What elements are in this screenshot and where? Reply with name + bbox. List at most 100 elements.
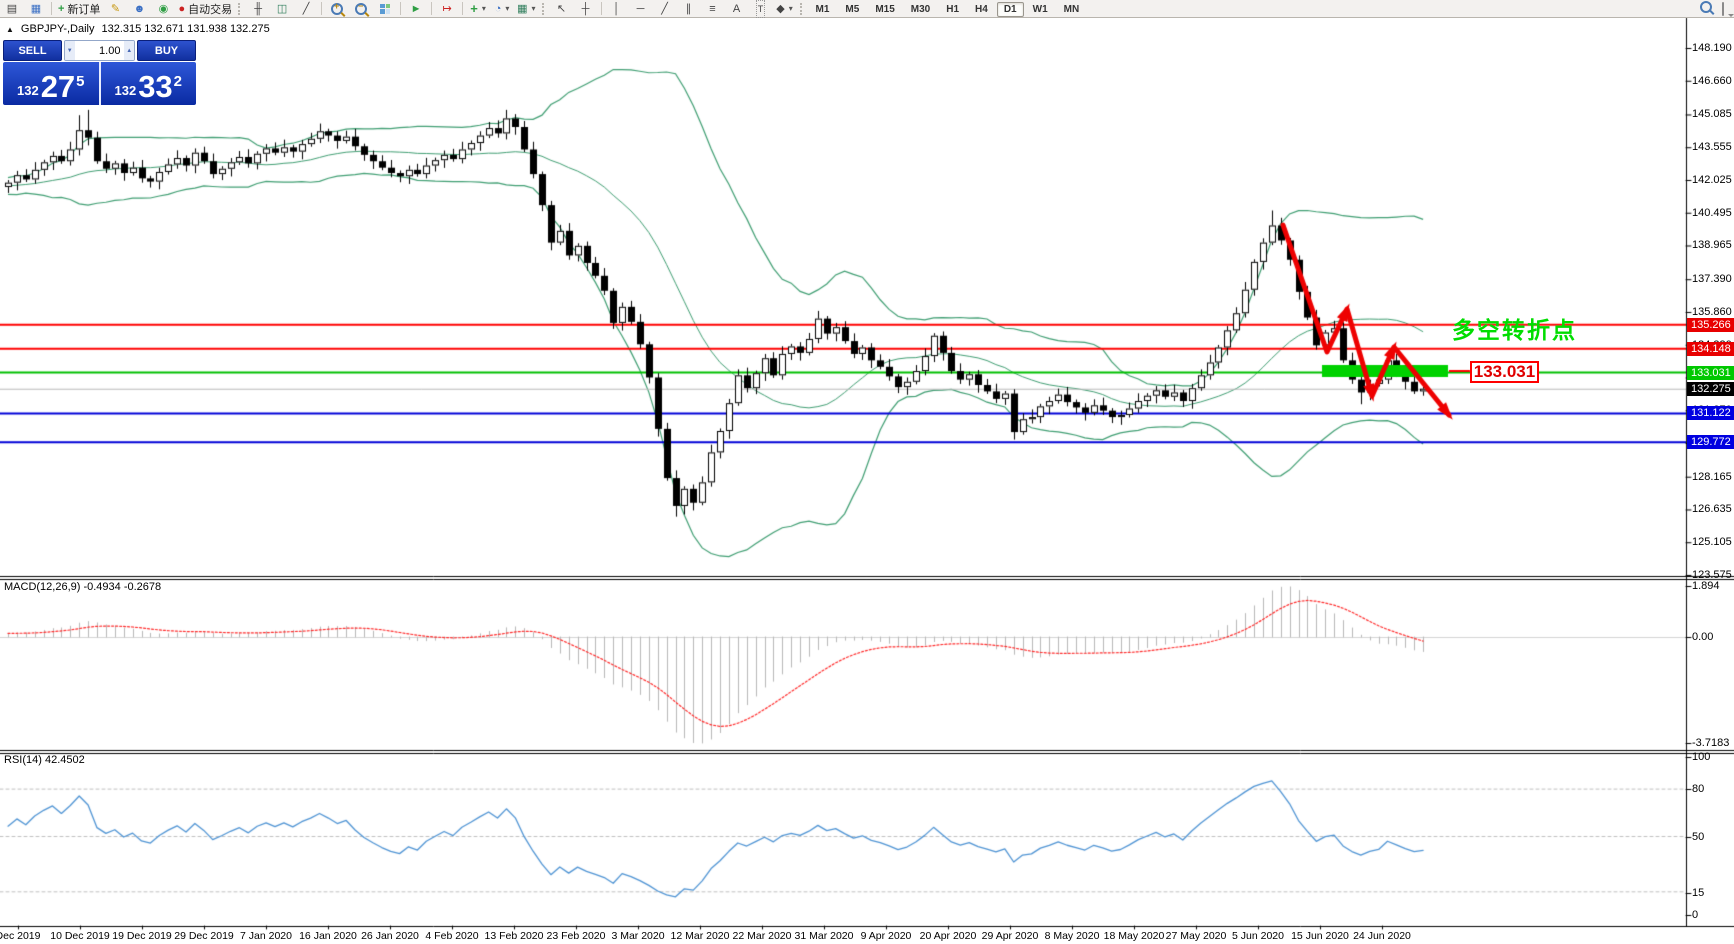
chevron-down-icon: ▾	[788, 4, 793, 13]
price-axis-label: 146.660	[1692, 74, 1732, 87]
zoom-out-icon[interactable]: −	[349, 1, 373, 17]
text-tool-icon[interactable]: A	[732, 2, 741, 15]
rsi-axis-label: 0	[1692, 909, 1699, 921]
one-click-trading-panel: SELL ▼ ▲ BUY 132 27 5 132 33 2	[3, 40, 196, 105]
date-axis-label: 8 May 2020	[1044, 930, 1100, 942]
trendline-tool-icon[interactable]: ╱	[661, 2, 668, 15]
bar-chart-icon[interactable]: ╫	[254, 2, 262, 15]
horizontal-line-tool-icon[interactable]: ─	[636, 2, 645, 15]
rsi-indicator-label: RSI(14) 42.4502	[4, 754, 85, 766]
date-axis-label: 26 Jan 2020	[361, 930, 419, 942]
autotrading-button[interactable]: ● 自动交易	[178, 2, 233, 16]
timeframe-button-m30[interactable]: M30	[910, 3, 931, 15]
new-order-button[interactable]: + 新订单	[58, 2, 101, 16]
vertical-line-tool-icon[interactable]: │	[613, 2, 620, 15]
volume-increase-button[interactable]: ▲	[124, 41, 134, 60]
price-axis-label: 128.165	[1692, 470, 1732, 483]
charts-list-icon[interactable]: ▤	[6, 2, 18, 15]
chart-symbol-title: ▲ GBPJPY-,Daily 132.315 132.671 131.938 …	[6, 23, 270, 35]
shapes-tool-button[interactable]: ◆ ▾	[773, 1, 797, 17]
periods-button[interactable]: ◔ ▾	[490, 1, 514, 17]
search-icon[interactable]	[1700, 1, 1712, 16]
signals-icon[interactable]: ◉	[158, 2, 169, 15]
chevron-down-icon: ▾	[481, 4, 486, 13]
cursor-tool-icon[interactable]: ↖	[556, 2, 567, 15]
turning-point-annotation: 多空转折点	[1452, 317, 1577, 343]
date-axis-label: 19 Dec 2019	[112, 930, 172, 942]
template-icon: ▦	[517, 2, 528, 15]
price-level-tag: 135.266	[1687, 317, 1734, 332]
new-order-icon: +	[58, 2, 65, 15]
date-axis-label: 20 Apr 2020	[919, 930, 977, 942]
clock-icon: ◔	[494, 2, 502, 15]
line-chart-icon[interactable]: ╱	[302, 2, 310, 15]
buy-price-display[interactable]: 132 33 2	[98, 62, 197, 105]
autotrading-icon: ●	[178, 2, 186, 15]
add-indicator-icon: +	[470, 0, 478, 16]
timeframe-button-d1[interactable]: D1	[996, 1, 1024, 17]
toolbar-drag-handle[interactable]	[799, 2, 805, 15]
level-133031-label: 133.031	[1470, 361, 1539, 383]
symbol-name: GBPJPY-,Daily	[20, 23, 95, 35]
profiles-icon[interactable]: ▦	[30, 2, 42, 15]
channel-tool-icon[interactable]: ∥	[685, 2, 692, 15]
timeframe-button-h4[interactable]: H4	[975, 3, 988, 15]
candlestick-chart-icon[interactable]: ◫	[276, 2, 288, 15]
macd-axis-label: 1.894	[1692, 580, 1720, 592]
chart-shift-icon[interactable]: ↦	[442, 2, 452, 15]
sell-price-display[interactable]: 132 27 5	[16, 69, 85, 104]
community-icon[interactable]: ☻	[133, 2, 146, 15]
timeframe-button-mn[interactable]: MN	[1063, 3, 1080, 15]
add-indicator-button[interactable]: + ▾	[466, 1, 490, 17]
date-axis-label: 10 Dec 2019	[50, 930, 110, 942]
toolbar-drag-handle[interactable]	[541, 2, 547, 15]
date-axis-label: 29 Dec 2019	[174, 930, 234, 942]
toolbar-drag-handle[interactable]	[238, 2, 243, 15]
price-axis-label: 126.635	[1692, 503, 1732, 516]
price-axis-label: 148.190	[1692, 42, 1732, 54]
date-axis-label: 5 Jun 2020	[1232, 930, 1284, 942]
templates-button[interactable]: ▦ ▾	[514, 1, 538, 17]
sell-button[interactable]: SELL	[3, 40, 62, 61]
shapes-icon: ◆	[776, 2, 785, 15]
volume-decrease-button[interactable]: ▼	[65, 41, 75, 60]
price-axis-label: 123.575	[1692, 568, 1732, 581]
buy-button[interactable]: BUY	[137, 40, 196, 61]
current-price-tag: 132.275	[1687, 381, 1734, 396]
price-level-tag: 129.772	[1687, 435, 1734, 450]
price-axis-label: 125.105	[1692, 536, 1732, 549]
autoscroll-icon[interactable]: ►	[410, 2, 422, 15]
date-axis-label: 23 Feb 2020	[546, 930, 606, 942]
macd-axis-label: 0.00	[1692, 631, 1714, 643]
date-axis-label: Dec 2019	[0, 930, 41, 942]
volume-stepper: ▼ ▲	[64, 40, 135, 61]
toolbar-separator	[51, 2, 52, 15]
zoom-in-icon[interactable]: +	[325, 1, 349, 17]
crosshair-tool-icon[interactable]: ┼	[581, 2, 590, 15]
fibonacci-tool-icon[interactable]: ≡	[709, 2, 716, 15]
chevron-down-icon: ▾	[505, 4, 510, 13]
macd-indicator-label: MACD(12,26,9) -0.4934 -0.2678	[4, 581, 162, 593]
tile-windows-icon[interactable]	[373, 1, 397, 17]
timeframe-button-m1[interactable]: M1	[815, 3, 830, 15]
date-axis-label: 4 Feb 2020	[425, 930, 479, 942]
rsi-axis-label: 50	[1692, 831, 1705, 843]
main-toolbar: ▤ ▦ + 新订单 ✎ ☻ ◉ ● 自动交易 ╫ ◫ ╱ + − ► ↦ + ▾…	[0, 0, 1734, 18]
volume-input[interactable]	[74, 41, 125, 60]
timeframe-button-m5[interactable]: M5	[845, 3, 860, 15]
timeframe-bar: M1 M5 M15 M30 H1 H4 D1 W1 MN	[808, 1, 1088, 17]
price-axis-label: 135.860	[1692, 305, 1732, 318]
chat-icon[interactable]	[1722, 1, 1724, 16]
price-axis-label: 145.085	[1692, 108, 1732, 121]
label-tool-icon[interactable]: T	[749, 0, 773, 18]
price-level-tag: 131.122	[1687, 406, 1734, 421]
timeframe-button-m15[interactable]: M15	[875, 3, 895, 15]
timeframe-button-h1[interactable]: H1	[946, 3, 960, 15]
date-axis-label: 27 May 2020	[1165, 930, 1227, 942]
panel-toggle-icon[interactable]: ▲	[6, 24, 14, 34]
metaeditor-icon[interactable]: ✎	[110, 2, 121, 15]
timeframe-button-w1[interactable]: W1	[1032, 3, 1048, 15]
date-axis-label: 7 Jan 2020	[240, 930, 292, 942]
date-axis-label: 12 Mar 2020	[670, 930, 730, 942]
